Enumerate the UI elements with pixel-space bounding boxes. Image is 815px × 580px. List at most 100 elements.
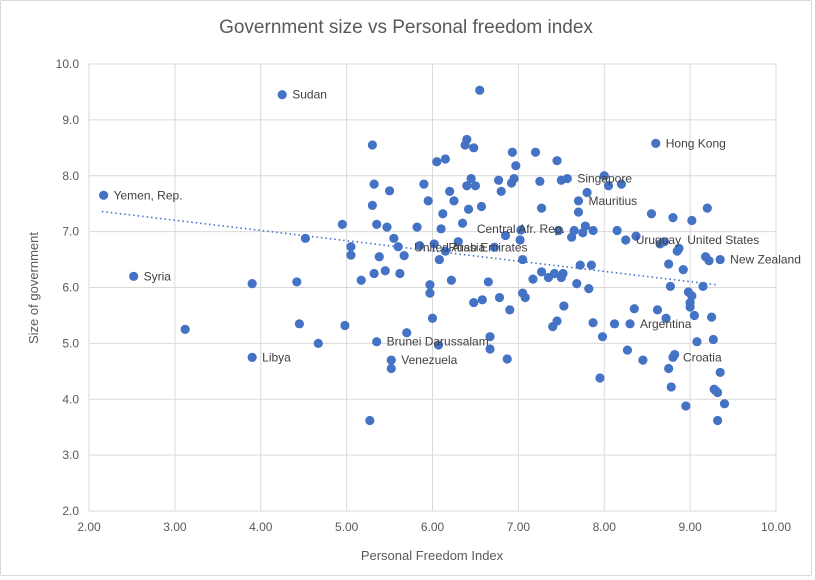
data-point <box>419 179 429 189</box>
data-point <box>511 161 521 171</box>
data-point <box>528 274 538 284</box>
data-point <box>665 281 675 291</box>
data-point <box>356 275 366 285</box>
data-point <box>469 143 479 153</box>
data-point <box>434 254 444 265</box>
data-point <box>500 230 511 241</box>
data-point <box>475 85 485 95</box>
data-point <box>552 156 562 166</box>
data-point <box>582 187 592 198</box>
data-point <box>445 186 455 196</box>
point-labels: Sudan Hong Kong Yemen, Rep. Singapore Maurit… <box>114 88 801 367</box>
data-point <box>569 225 579 236</box>
data-point <box>494 175 504 185</box>
data-point <box>374 252 384 262</box>
data-point <box>440 154 450 164</box>
data-point <box>433 340 444 350</box>
data-point <box>477 295 487 305</box>
y-tick-label: 10.0 <box>56 57 80 71</box>
data-point <box>702 203 712 213</box>
data-point <box>595 373 605 383</box>
point-label: Venezuela <box>401 353 457 367</box>
data-points <box>98 85 730 426</box>
data-point <box>463 204 474 214</box>
data-point <box>389 233 399 243</box>
data-point <box>300 233 311 243</box>
point-label: United States <box>687 233 759 247</box>
x-tick-label: 3.00 <box>163 520 187 534</box>
data-point <box>380 266 390 276</box>
data-point <box>313 338 323 348</box>
data-point <box>340 320 350 331</box>
data-point <box>692 337 702 347</box>
data-point <box>549 268 560 279</box>
data-point <box>518 254 528 265</box>
x-tick-label: 9.00 <box>678 520 702 534</box>
data-point <box>612 225 622 236</box>
data-point <box>668 213 678 223</box>
data-point <box>180 324 190 335</box>
data-point <box>453 237 463 247</box>
point-label: Libya <box>262 350 291 364</box>
data-point <box>483 277 493 287</box>
point-label: Mauritius <box>588 194 637 208</box>
data-point <box>505 305 515 315</box>
data-point <box>689 310 700 321</box>
data-point <box>337 219 347 229</box>
data-point <box>469 297 479 308</box>
data-point <box>496 186 506 196</box>
data-point <box>485 332 495 342</box>
data-point <box>386 363 396 374</box>
data-point <box>674 243 684 253</box>
data-point <box>599 171 609 181</box>
data-point <box>670 349 680 360</box>
data-point <box>575 260 585 270</box>
data-point <box>294 319 304 329</box>
x-axis-title: Personal Freedom Index <box>361 548 504 563</box>
data-point <box>719 399 730 409</box>
data-point <box>536 267 547 277</box>
data-point <box>530 147 541 157</box>
data-point <box>661 313 671 323</box>
data-point <box>664 363 674 374</box>
point-label: Russia <box>449 240 486 254</box>
data-point <box>432 157 442 167</box>
data-point <box>704 256 714 266</box>
trendline <box>101 210 716 286</box>
data-point <box>520 292 530 303</box>
data-point <box>367 200 377 210</box>
x-tick-label: 2.00 <box>77 520 101 534</box>
data-point <box>515 235 525 245</box>
data-point <box>666 382 676 392</box>
data-point <box>681 401 691 411</box>
point-label: Croatia <box>683 350 722 364</box>
data-point <box>509 173 519 184</box>
x-tick-label: 8.00 <box>593 520 617 534</box>
data-point <box>393 242 403 252</box>
data-point <box>713 387 723 398</box>
data-point <box>713 415 723 426</box>
data-point <box>664 259 674 269</box>
data-point <box>129 271 139 281</box>
x-tick-label: 6.00 <box>421 520 445 534</box>
data-point <box>535 176 545 186</box>
data-point <box>715 367 725 378</box>
data-point <box>470 181 481 191</box>
data-point <box>625 319 635 329</box>
x-axis-ticks: 2.00 3.00 4.00 5.00 6.00 7.00 8.00 9.00 10.00 <box>77 520 791 534</box>
data-point <box>277 90 287 100</box>
y-tick-label: 8.0 <box>62 169 79 183</box>
data-point <box>440 246 450 256</box>
data-point <box>708 334 718 345</box>
data-point <box>462 134 472 145</box>
data-point <box>429 239 439 249</box>
data-point <box>586 260 596 270</box>
data-point <box>425 288 435 298</box>
data-point <box>616 179 627 189</box>
point-label: United Arab Emirates <box>414 240 527 254</box>
data-point <box>652 305 663 315</box>
data-point <box>646 209 657 219</box>
data-point <box>507 147 517 157</box>
point-label: New Zealand <box>730 253 801 267</box>
